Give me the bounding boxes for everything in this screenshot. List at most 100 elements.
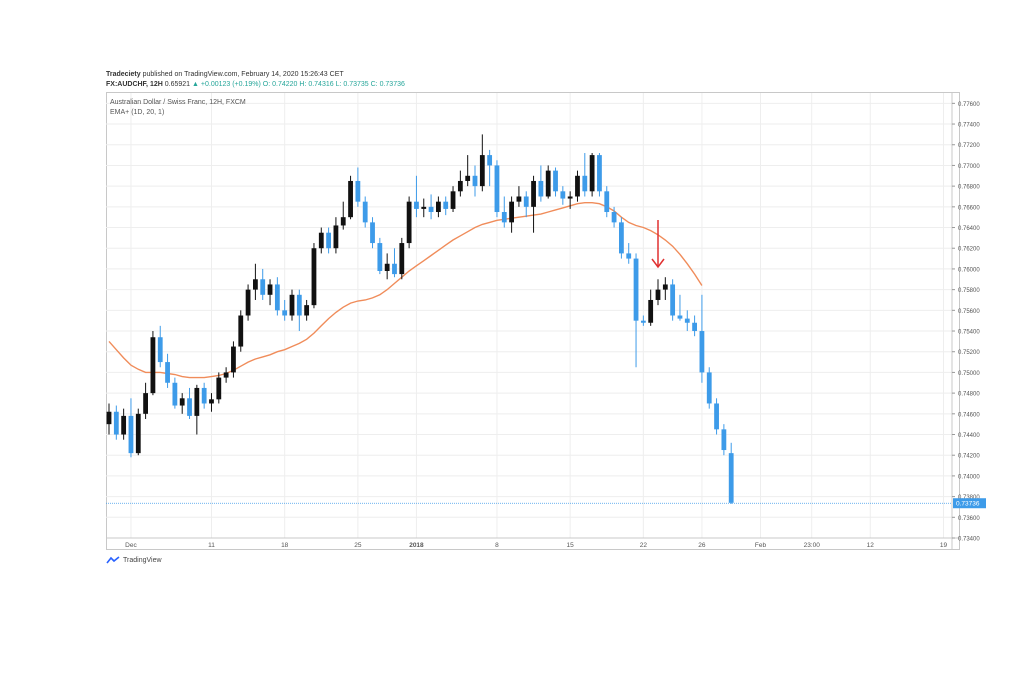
candle-body [274, 284, 280, 311]
ema-line [108, 201, 703, 379]
symbol-info: FX:AUDCHF, 12H 0.65921 ▲ +0.00123 (+0.19… [106, 81, 405, 88]
candle-body [655, 289, 661, 300]
candle-body [692, 322, 697, 332]
candle-body [333, 225, 339, 249]
candle-body [260, 279, 266, 295]
y-tick-label: 0.74200 [958, 454, 980, 460]
last-price-label: 0.73736 [956, 501, 980, 508]
y-tick-label: 0.75800 [958, 288, 980, 294]
y-tick-label: 0.76000 [958, 267, 980, 273]
candle-body [128, 415, 134, 454]
publisher-name: Tradeciety [106, 71, 141, 78]
candle-body [516, 196, 522, 202]
candle-body [106, 411, 112, 425]
candle-body [253, 279, 258, 290]
y-tick-label: 0.77000 [958, 164, 980, 170]
chart-frame [106, 92, 960, 550]
candle-body [714, 403, 719, 430]
candle-body [538, 180, 544, 197]
y-tick-label: 0.74400 [958, 433, 980, 439]
y-tick-label: 0.76200 [958, 247, 980, 253]
candle-body [296, 294, 302, 316]
candle-body [399, 243, 405, 275]
y-tick-label: 0.74600 [958, 412, 980, 418]
candle-body [487, 155, 493, 166]
x-tick-label: 12 [867, 542, 875, 549]
candle-body [677, 315, 683, 319]
candle-body [135, 413, 141, 454]
y-tick-label: 0.76600 [958, 205, 980, 211]
candle-body [121, 415, 127, 435]
candle-body [728, 453, 734, 503]
candle-body [340, 217, 346, 226]
y-tick-label: 0.75400 [958, 330, 980, 336]
candle-body [355, 180, 361, 202]
indicator-legend: EMA+ (1D, 20, 1) [110, 109, 165, 116]
last-price-tag [953, 498, 986, 509]
x-tick-label: 22 [640, 542, 648, 549]
candle-body [436, 201, 441, 213]
instrument-legend: Australian Dollar / Swiss Franc, 12H, FX… [110, 99, 246, 106]
candle-body [479, 155, 485, 187]
candle-body [523, 196, 529, 207]
candle-body [362, 201, 368, 223]
candle-body [150, 337, 156, 394]
candle-body [209, 399, 214, 404]
candle-body [560, 191, 566, 199]
x-tick-label: 11 [208, 542, 215, 549]
candle-body [443, 201, 449, 209]
y-tick-label: 0.77200 [958, 143, 980, 149]
candle-body [626, 253, 632, 259]
candle-body [640, 320, 646, 323]
ohlc-high: H: 0.74316 [299, 81, 334, 88]
x-tick-label: 8 [495, 542, 499, 549]
y-tick-label: 0.77600 [958, 102, 980, 108]
candle-body [194, 387, 200, 416]
candle-body [304, 305, 310, 316]
candle-body [553, 170, 558, 192]
candle-body [450, 191, 456, 209]
candle-body [289, 294, 295, 316]
y-tick-label: 0.75200 [958, 350, 980, 356]
candle-body [238, 315, 244, 347]
tradingview-logo[interactable]: TradingView [106, 556, 162, 565]
x-tick-label: Feb [755, 542, 767, 549]
candle-body [348, 180, 353, 218]
ohlc-open: O: 0.74220 [262, 81, 298, 88]
candle-body [421, 206, 427, 209]
candle-body [201, 387, 207, 404]
candle-body [684, 318, 690, 323]
candle-body [531, 180, 536, 207]
candle-body [509, 201, 514, 223]
candle-body [231, 346, 236, 373]
x-tick-label: 18 [281, 542, 289, 549]
price-change: ▲ +0.00123 (+0.19%) [192, 81, 261, 88]
candle-body [457, 180, 463, 192]
y-tick-label: 0.75600 [958, 309, 980, 315]
y-tick-label: 0.73600 [958, 516, 980, 522]
candles [106, 134, 734, 504]
candle-body [706, 372, 712, 404]
x-tick-label: 26 [698, 542, 706, 549]
candle-body [597, 155, 602, 192]
y-tick-label: 0.74000 [958, 474, 980, 480]
candle-body [165, 362, 170, 383]
current-price: 0.65921 [164, 81, 191, 88]
candle-body [384, 263, 390, 271]
candle-body [406, 201, 412, 244]
candle-body [326, 232, 331, 249]
candle-body [282, 310, 288, 316]
candle-body [172, 382, 178, 406]
candle-body [392, 263, 397, 275]
candle-body [648, 299, 654, 323]
x-tick-label: 23:00 [804, 542, 821, 549]
publish-info: Tradeciety published on TradingView.com,… [106, 71, 344, 78]
y-tick-label: 0.73400 [958, 537, 980, 543]
candle-body [494, 165, 500, 213]
x-tick-label: 15 [567, 542, 575, 549]
down-arrow-annotation [651, 220, 665, 269]
candle-body [318, 232, 324, 249]
candle-body [187, 398, 192, 416]
y-tick-label: 0.77400 [958, 123, 980, 129]
